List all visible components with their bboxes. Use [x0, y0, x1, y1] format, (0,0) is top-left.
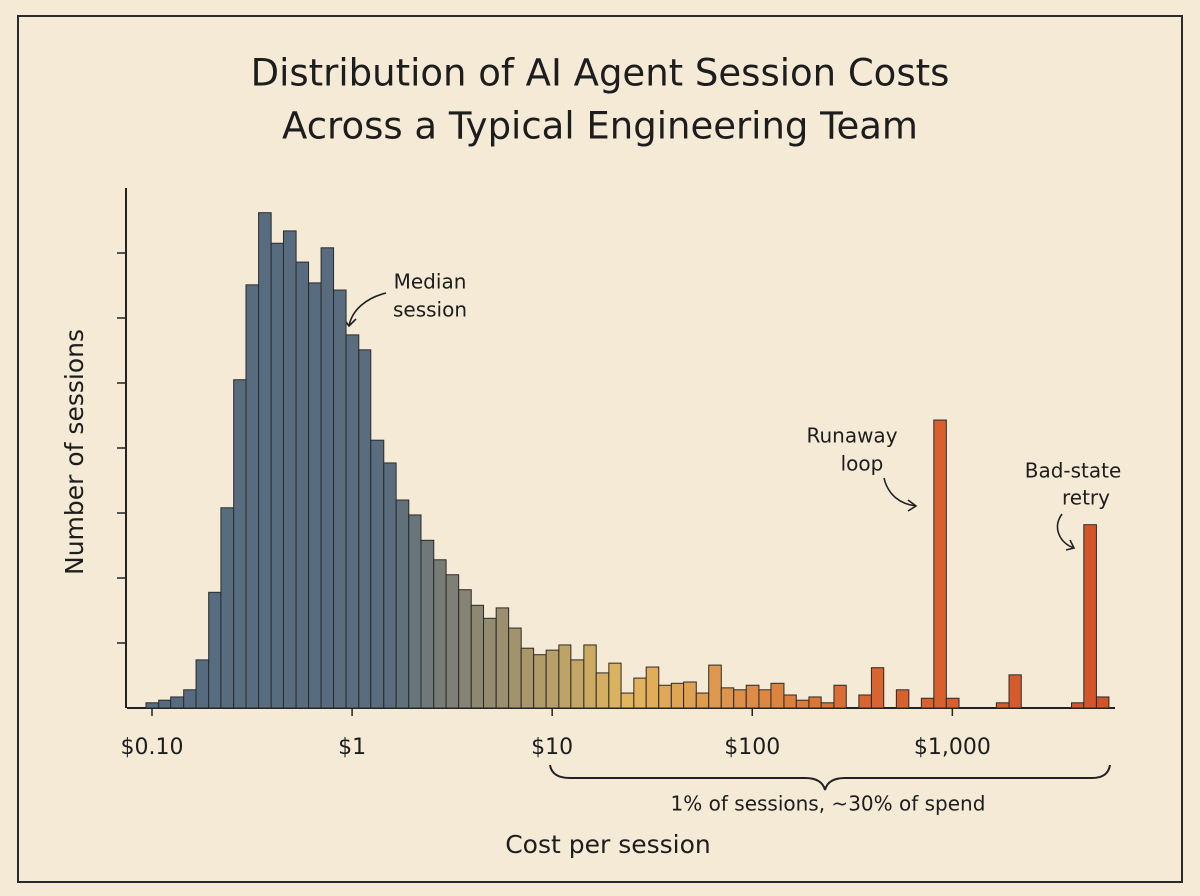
- bar: [282, 230, 297, 709]
- bar: [208, 591, 222, 709]
- bar: [995, 702, 1010, 709]
- chart-title: Across a Typical Engineering Team: [282, 105, 918, 148]
- bar: [458, 589, 472, 709]
- bar: [945, 697, 960, 709]
- annotation: session: [393, 298, 467, 322]
- x-tick-label: $100: [724, 735, 780, 760]
- bar: [395, 499, 410, 709]
- bar: [1008, 674, 1022, 709]
- annotation-arrow: [883, 477, 918, 512]
- bar: [620, 692, 635, 709]
- bar: [245, 284, 260, 709]
- x-tick-label: $10: [531, 735, 573, 760]
- bar: [745, 684, 760, 709]
- bar: [170, 696, 185, 709]
- bar: [308, 282, 322, 709]
- x-tick-label: $1: [338, 735, 366, 760]
- bar: [1070, 702, 1085, 709]
- bar: [683, 681, 697, 709]
- bar: [820, 702, 835, 709]
- bar: [608, 662, 622, 709]
- bar: [445, 574, 460, 709]
- bar: [833, 684, 847, 709]
- bar: [870, 667, 885, 709]
- bar: [508, 627, 522, 709]
- bar: [345, 334, 360, 709]
- bar: [658, 684, 672, 709]
- bar: [670, 682, 685, 709]
- bar: [258, 212, 272, 709]
- bar: [920, 697, 935, 709]
- bar: [645, 666, 660, 709]
- bar: [545, 649, 560, 709]
- bar: [333, 289, 347, 709]
- bar: [795, 699, 810, 709]
- bar: [1095, 696, 1110, 709]
- bar: [408, 514, 422, 709]
- bar: [420, 539, 435, 709]
- x-tick-label: $0.10: [121, 735, 184, 760]
- bar: [295, 261, 310, 709]
- bar: [233, 379, 247, 709]
- bar: [383, 462, 397, 709]
- bar: [858, 694, 872, 709]
- annotation: Bad-state: [1025, 459, 1122, 483]
- bar: [158, 699, 172, 709]
- chart-title: Distribution of AI Agent Session Costs: [251, 52, 950, 95]
- brace: [549, 764, 1111, 791]
- bar: [633, 677, 647, 709]
- bar: [933, 419, 947, 709]
- bar: [583, 644, 597, 709]
- bar: [520, 647, 535, 709]
- bar: [770, 682, 785, 709]
- annotation: loop: [841, 452, 884, 476]
- bar: [370, 439, 385, 709]
- x-axis-label: Cost per session: [505, 830, 711, 859]
- bar: [708, 664, 722, 709]
- y-axis-label: Number of sessions: [60, 329, 89, 575]
- bar: [558, 644, 572, 709]
- bar: [320, 247, 335, 709]
- bar: [1083, 524, 1097, 709]
- annotation: Runaway: [806, 424, 897, 448]
- bar: [783, 694, 797, 709]
- bar: [533, 654, 547, 709]
- annotation-arrow: [1056, 513, 1076, 551]
- bar: [483, 617, 497, 709]
- bar: [145, 702, 160, 709]
- annotation: Median: [394, 270, 467, 294]
- bar: [695, 692, 710, 709]
- x-tick-label: $1,000: [914, 735, 991, 760]
- bar: [808, 696, 822, 709]
- bar: [895, 689, 910, 709]
- bar: [195, 659, 210, 709]
- bar: [270, 242, 284, 709]
- bar: [358, 349, 372, 709]
- bar: [183, 689, 197, 709]
- annotation: retry: [1062, 486, 1110, 510]
- brace-label: 1% of sessions, ~30% of spend: [671, 792, 986, 816]
- bar: [720, 687, 735, 709]
- bar: [758, 689, 772, 709]
- bar: [433, 559, 447, 709]
- bar: [470, 604, 485, 709]
- bar: [733, 689, 747, 709]
- bar: [570, 659, 585, 709]
- bar: [220, 507, 235, 709]
- bar: [495, 607, 510, 709]
- bar: [595, 672, 610, 709]
- frame: [17, 15, 1183, 883]
